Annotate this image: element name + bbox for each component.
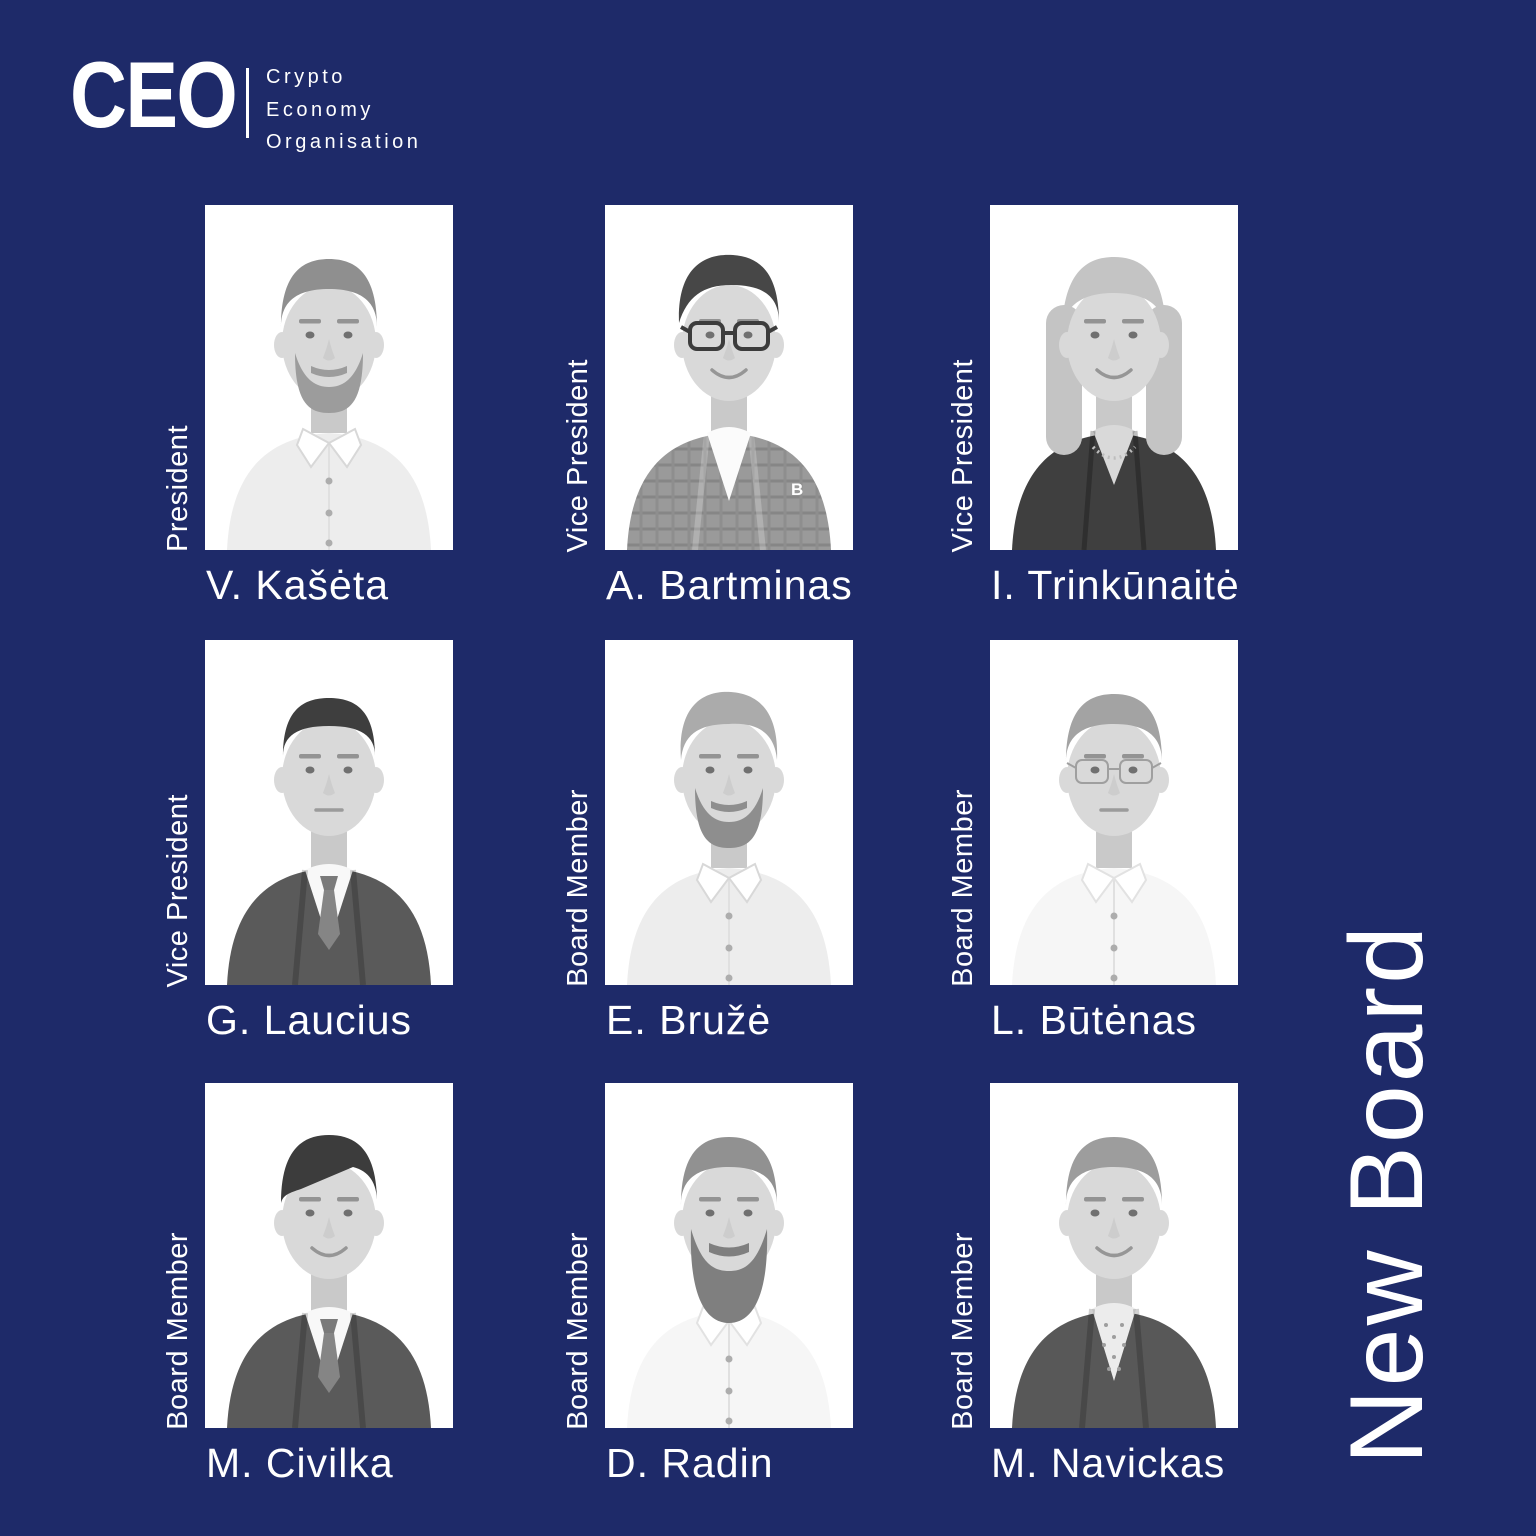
portrait-photo — [990, 640, 1238, 985]
member-role-label: Vice President — [947, 358, 979, 552]
logo-divider — [246, 68, 249, 138]
member-name: D. Radin — [606, 1440, 774, 1486]
logo-org-line: Crypto — [266, 66, 346, 88]
member-name: M. Civilka — [206, 1440, 394, 1486]
new-board-headline: New Board — [1329, 922, 1445, 1464]
logo: CEO Crypto Economy Organisation — [70, 48, 490, 154]
board-member-card: President V. Kašėta — [162, 205, 453, 608]
member-name: E. Bružė — [606, 997, 772, 1043]
member-role-label: Board Member — [562, 789, 594, 987]
board-member-card: Vice President I. Trinkūnaitė — [947, 205, 1239, 608]
logo-org-name: Crypto Economy Organisation — [266, 61, 421, 159]
portrait-photo — [990, 205, 1238, 550]
logo-org-line: Organisation — [266, 131, 422, 153]
member-name: M. Navickas — [991, 1440, 1226, 1486]
portrait-photo — [205, 205, 453, 550]
member-name: L. Būtėnas — [991, 997, 1198, 1043]
logo-ceo-text: CEO — [70, 42, 238, 147]
member-role-label: President — [162, 424, 194, 552]
logo-org-line: Economy — [266, 98, 374, 121]
member-role-label: Board Member — [162, 1232, 194, 1430]
portrait-photo — [205, 1083, 453, 1428]
member-name: I. Trinkūnaitė — [991, 562, 1240, 608]
board-member-card: Board Member M. Navickas — [947, 1083, 1238, 1486]
board-member-card: Board Member L. Būtėnas — [947, 640, 1238, 1043]
member-role-label: Board Member — [947, 1232, 979, 1430]
member-name: V. Kašėta — [206, 562, 390, 608]
member-role-label: Board Member — [562, 1232, 594, 1430]
board-member-card: Vice President G. Laucius — [162, 640, 453, 1043]
portrait-photo — [605, 640, 853, 985]
svg-text:B: B — [791, 480, 803, 499]
member-role-label: Board Member — [947, 789, 979, 987]
portrait-photo — [990, 1083, 1238, 1428]
member-name: A. Bartminas — [606, 562, 853, 608]
member-name: G. Laucius — [206, 997, 412, 1043]
board-member-card: Board Member E. Bružė — [562, 640, 853, 1043]
member-role-label: Vice President — [562, 358, 594, 552]
board-member-card: Board Member M. Civilka — [162, 1083, 453, 1486]
board-member-card: Board Member D. Radin — [562, 1083, 853, 1486]
board-member-card: Vice President B A. Bartminas — [562, 205, 853, 608]
portrait-photo: B — [605, 205, 853, 550]
member-role-label: Vice President — [162, 793, 194, 987]
portrait-photo — [605, 1083, 853, 1428]
portrait-photo — [205, 640, 453, 985]
